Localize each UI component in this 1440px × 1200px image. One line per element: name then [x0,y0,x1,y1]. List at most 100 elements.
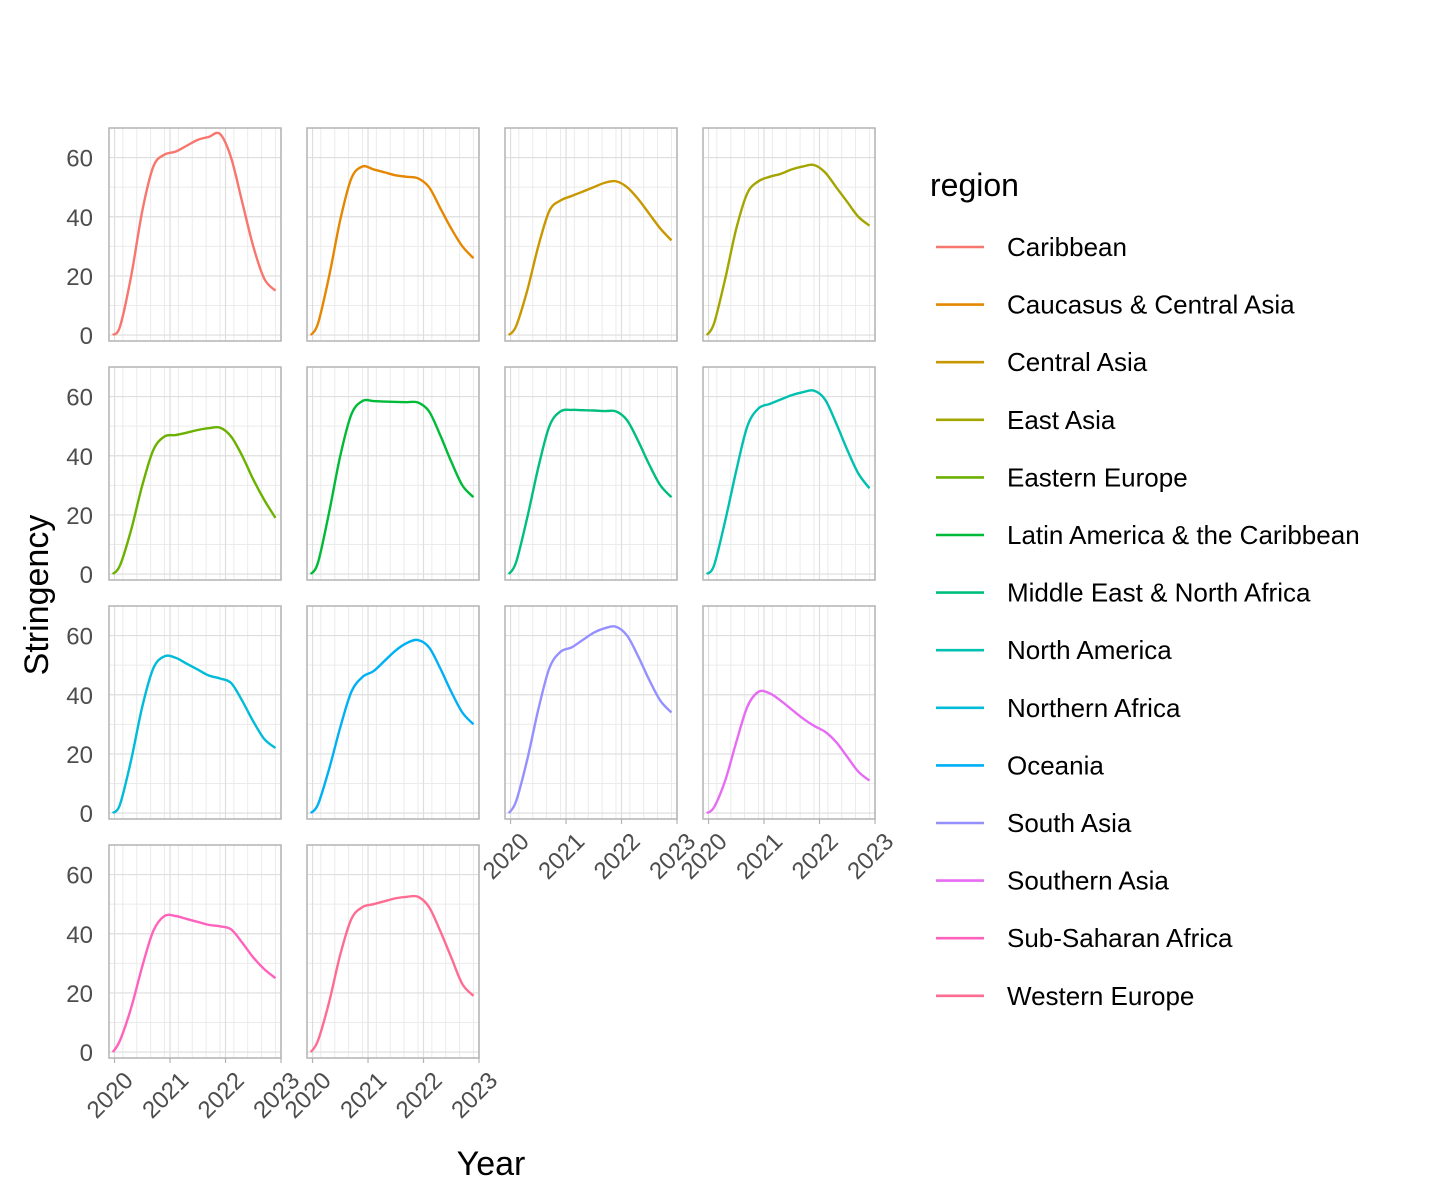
legend-label: Caucasus & Central Asia [1007,290,1295,320]
legend-label: Caribbean [1007,232,1127,262]
panel-border [504,605,678,820]
y-tick-label: 40 [66,205,93,232]
panel-border [108,844,282,1059]
legend-label: Central Asia [1007,347,1148,377]
x-tick-label: 2021 [335,1067,392,1124]
y-tick-label: 60 [66,863,93,890]
y-tick-label: 60 [66,624,93,651]
x-tick-label: 2022 [193,1067,250,1124]
legend-items: Caribbean Caucasus & Central Asia Central … [936,232,1360,1011]
facet-panel [108,127,282,342]
panel-border [504,366,678,581]
series-line [111,425,277,575]
x-tick-label: 2021 [137,1067,194,1124]
x-tick-label: 2023 [842,828,899,885]
panel-border [306,127,480,342]
series-line [507,179,673,336]
panel-border [108,127,282,342]
facet-panel [504,366,678,581]
facet-panel [108,366,282,581]
legend-label: Eastern Europe [1007,462,1188,492]
y-tick-label: 20 [66,742,93,769]
facet-panel [306,844,480,1059]
facet-panel [306,127,480,342]
y-tick-label: 20 [66,503,93,530]
legend-item: Latin America & the Caribbean [936,520,1360,550]
series-line [705,163,871,336]
legend-label: Sub-Saharan Africa [1007,923,1233,953]
x-tick-label: 2023 [446,1067,503,1124]
legend-label: Latin America & the Caribbean [1007,520,1360,550]
series-line [309,894,475,1053]
legend-item: North America [936,635,1172,665]
legend-item: Central Asia [936,347,1148,377]
panel-border [702,366,876,581]
legend-item: Middle East & North Africa [936,578,1311,608]
series-line [111,913,277,1053]
series-line [309,398,475,575]
panel-border [108,366,282,581]
y-tick-label: 0 [80,1040,93,1067]
y-tick-label: 40 [66,922,93,949]
legend-label: Middle East & North Africa [1007,578,1311,608]
x-tick-label: 2022 [589,828,646,885]
facet-panel [306,366,480,581]
x-tick-label: 2022 [391,1067,448,1124]
y-tick-label: 60 [66,146,93,173]
legend-item: South Asia [936,808,1132,838]
legend-item: Eastern Europe [936,462,1188,492]
legend-item: Oceania [936,750,1104,780]
x-tick-label: 2020 [478,828,535,885]
legend-title: region [930,167,1019,203]
facet-panel [702,366,876,581]
series-line [309,638,475,814]
y-tick-label: 0 [80,801,93,828]
legend-label: South Asia [1007,808,1132,838]
y-tick-label: 0 [80,562,93,589]
series-line [507,625,673,814]
legend-item: Caucasus & Central Asia [936,290,1295,320]
x-tick-label: 2021 [533,828,590,885]
y-tick-label: 40 [66,683,93,710]
series-line [111,654,277,814]
facet-panel [108,844,282,1059]
series-line [309,164,475,336]
legend-label: North America [1007,635,1172,665]
panel-border [306,844,480,1059]
series-line [111,131,277,337]
facet-panel [702,605,876,820]
panel-border [108,605,282,820]
legend-item: Sub-Saharan Africa [936,923,1233,953]
facet-panels [108,127,876,1059]
panel-border [504,127,678,342]
series-line [706,689,871,815]
x-tick-label: 2021 [731,828,788,885]
facet-panel [702,127,876,342]
y-tick-label: 20 [66,981,93,1008]
legend-item: East Asia [936,405,1116,435]
y-tick-label: 40 [66,444,93,471]
panel-border [702,605,876,820]
panel-border [306,605,480,820]
facet-panel [108,605,282,820]
x-axis-title: Year [457,1145,526,1183]
series-line [705,389,871,575]
facet-panel [504,127,678,342]
facet-panel [504,605,678,820]
y-axis-title: Stringency [18,515,56,676]
y-tick-label: 20 [66,264,93,291]
legend-label: Southern Asia [1007,866,1169,896]
axes: 0204060020406002040602020202120222023202… [66,146,899,1124]
y-tick-label: 60 [66,385,93,412]
legend-label: Northern Africa [1007,693,1181,723]
legend-item: Southern Asia [936,866,1169,896]
y-tick-label: 0 [80,323,93,350]
legend-item: Northern Africa [936,693,1181,723]
panel-border [702,127,876,342]
legend-label: Oceania [1007,750,1104,780]
x-tick-label: 2022 [787,828,844,885]
legend-label: Western Europe [1007,981,1194,1011]
facet-panel [306,605,480,820]
